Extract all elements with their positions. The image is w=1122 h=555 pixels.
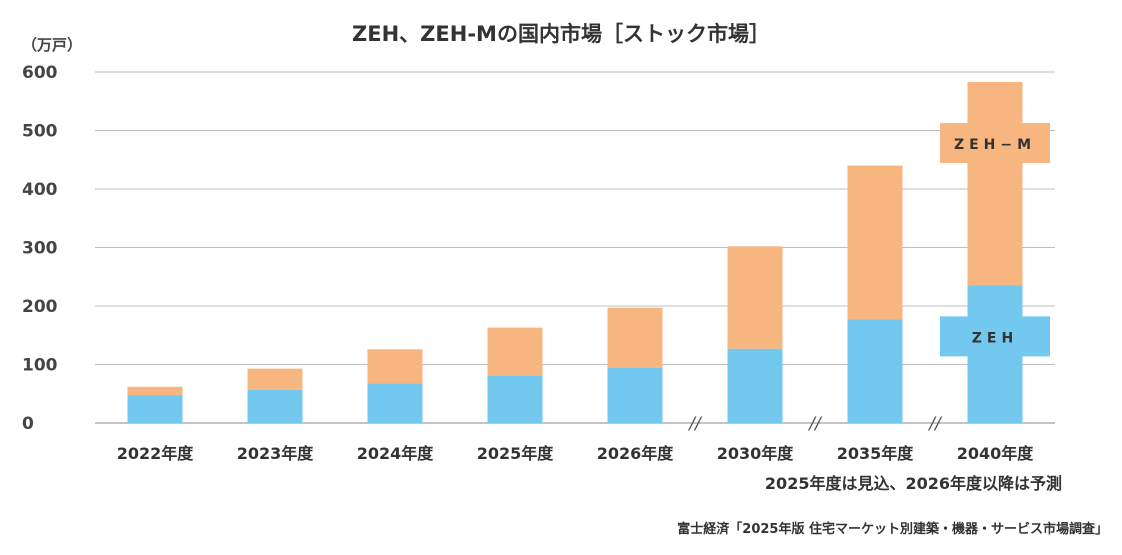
bar-segment-zeh <box>127 395 183 423</box>
y-axis-unit-label: （万戸） <box>22 36 83 54</box>
bar-segment-zehm <box>607 307 663 369</box>
x-tick-label: 2040年度 <box>957 444 1035 463</box>
x-tick-label: 2035年度 <box>837 444 915 463</box>
bar-segment-zeh <box>487 375 543 423</box>
axis-break-marker: // <box>807 414 823 434</box>
bar-segment-zeh <box>247 389 303 423</box>
bar-segment-zehm <box>727 246 783 349</box>
x-tick-label: 2024年度 <box>357 444 435 463</box>
bar-segment-zeh <box>367 383 423 423</box>
axis-break-marker: // <box>687 414 703 434</box>
y-tick-label: 0 <box>22 414 34 434</box>
bar-segment-zehm <box>127 386 183 396</box>
y-tick-label: 500 <box>22 122 58 142</box>
y-tick-label: 300 <box>22 239 58 259</box>
bar-segment-zehm <box>967 81 1023 286</box>
bar-segment-zeh <box>607 368 663 423</box>
x-tick-label: 2030年度 <box>717 444 795 463</box>
source-citation: 富士経済「2025年版 住宅マーケット別建築・機器・サービス市場調査」 <box>677 522 1108 537</box>
legend-tab-zehm <box>940 123 1050 164</box>
chart-title: ZEH、ZEH-Mの国内市場［ストック市場］ <box>352 22 770 46</box>
legend-label: ZEH <box>972 330 1018 346</box>
bar-segment-zehm <box>487 327 543 376</box>
y-tick-label: 400 <box>22 180 58 200</box>
y-tick-label: 200 <box>22 297 58 317</box>
x-tick-label: 2025年度 <box>477 444 555 463</box>
bar-segment-zehm <box>367 349 423 384</box>
axis-break-marker: // <box>927 414 943 434</box>
forecast-note: 2025年度は見込、2026年度以降は予測 <box>764 474 1062 493</box>
bar-segment-zeh <box>727 348 783 423</box>
y-tick-label: 600 <box>22 63 58 83</box>
x-tick-label: 2023年度 <box>237 444 315 463</box>
legend-tab-zeh <box>940 316 1050 357</box>
y-tick-label: 100 <box>22 356 58 376</box>
x-tick-label: 2022年度 <box>117 444 195 463</box>
bar-segment-zeh <box>847 319 903 423</box>
bar-segment-zehm <box>247 368 303 390</box>
x-tick-label: 2026年度 <box>597 444 675 463</box>
legend-label: ZEH−M <box>954 137 1036 153</box>
bar-segment-zehm <box>847 165 903 320</box>
